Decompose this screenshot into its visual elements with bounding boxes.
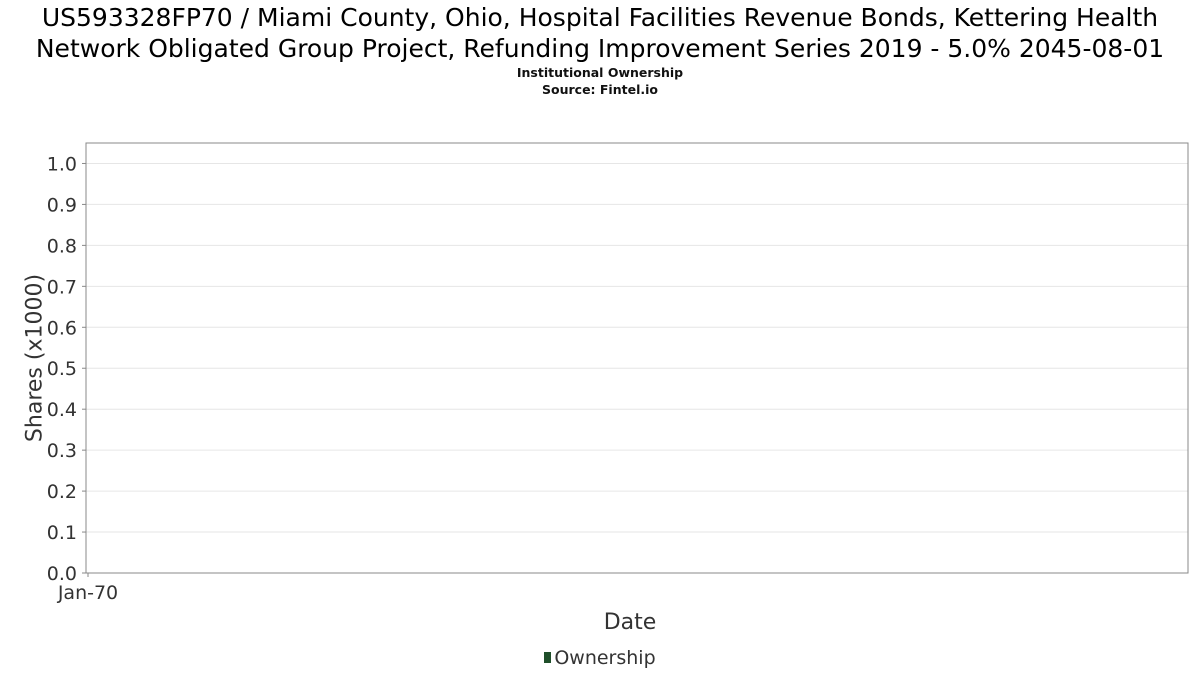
y-tick-label: 0.5 [47,358,77,380]
y-axis-ticks: 0.0 0.1 0.2 0.3 0.4 0.5 0.6 0.7 0.8 0.9 1.0 [47,153,86,585]
chart-source: Source: Fintel.io [542,82,658,97]
y-axis-label: Shares (x1000) [23,274,48,442]
y-tick-label: 0.8 [47,235,77,257]
y-tick-label: 0.9 [47,194,77,216]
legend: Ownership [0,647,1200,669]
x-axis-ticks: Jan-70 [57,573,118,604]
y-tick-label: 0.7 [47,276,77,298]
legend-label-ownership: Ownership [554,647,656,669]
x-tick-label: Jan-70 [57,582,118,604]
y-tick-label: 0.2 [47,481,77,503]
legend-swatch-ownership [544,652,552,663]
x-axis-label: Date [604,610,657,635]
y-tick-label: 0.1 [47,522,77,544]
chart-title: US593328FP70 / Miami County, Ohio, Hospi… [35,3,1165,63]
chart-title-block: US593328FP70 / Miami County, Ohio, Hospi… [0,2,1200,98]
y-tick-label: 0.4 [47,399,77,421]
chart-subtitle: Institutional Ownership [516,65,684,80]
grid-lines [86,162,1188,574]
y-tick-label: 1.0 [47,153,77,175]
y-tick-label: 0.0 [47,563,77,585]
y-tick-label: 0.3 [47,440,77,462]
plot-area [85,142,1189,574]
y-tick-label: 0.6 [47,317,77,339]
